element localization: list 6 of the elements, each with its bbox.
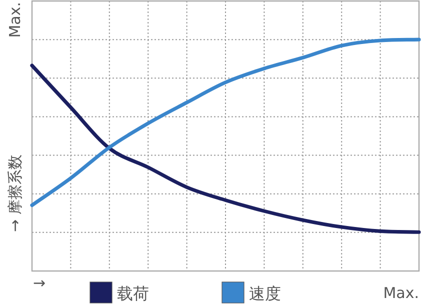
- legend-label: 载荷: [117, 284, 149, 303]
- x-axis-title: →: [33, 274, 46, 292]
- y-axis-title: → 摩擦系数: [6, 154, 24, 232]
- text: Max.: [383, 284, 419, 302]
- legend-label: 速度: [249, 284, 281, 303]
- text: Max.: [6, 2, 24, 38]
